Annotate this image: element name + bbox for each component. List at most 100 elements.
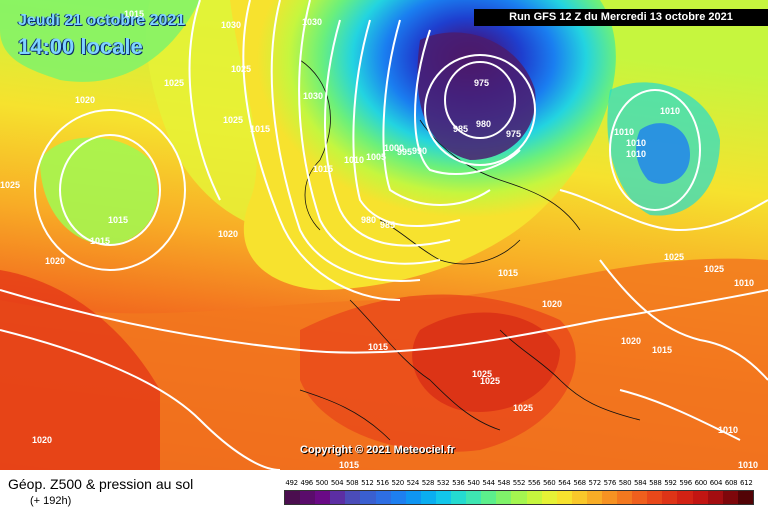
color-scale-labels: 492 496 500 504 508 512 516 520 524 528 532 536 540 5…	[284, 478, 754, 488]
scale-swatch	[617, 491, 633, 504]
isobar-label: 1010	[614, 127, 634, 137]
coastlines	[299, 59, 641, 441]
pressure-map: 1015 1030 1030 1025 1025 1020 1025 1015 …	[0, 0, 768, 470]
scale-swatch	[285, 491, 301, 504]
isobar-label: 1000	[384, 143, 404, 153]
isobar-label: 1030	[221, 20, 241, 30]
scale-label: 552	[512, 479, 526, 487]
forecast-horizon: (+ 192h)	[30, 495, 72, 507]
scale-swatch	[556, 491, 572, 504]
legend-footer: Géop. Z500 & pression au sol (+ 192h) 49…	[0, 470, 768, 512]
isobar-label: 1025	[0, 180, 20, 190]
scale-label: 504	[330, 479, 344, 487]
isobar-label: 995	[397, 147, 412, 157]
isobar-label: 1030	[302, 17, 322, 27]
scale-label: 600	[694, 479, 708, 487]
isobar-label: 1015	[108, 215, 128, 225]
scale-label: 572	[588, 479, 601, 487]
isobar-label: 1010	[626, 138, 646, 148]
isobar-label: 990	[412, 146, 427, 156]
scale-swatch	[481, 491, 497, 504]
scale-swatch	[315, 491, 331, 504]
top-left-green	[0, 0, 200, 82]
scale-label: 580	[618, 479, 632, 487]
scale-swatch	[511, 491, 527, 504]
scale-swatch	[496, 491, 512, 504]
isobar-label: 1025	[704, 264, 724, 274]
scale-label: 604	[709, 479, 723, 487]
scale-label: 596	[679, 479, 692, 487]
trough-deep-core	[417, 32, 536, 160]
scale-swatch	[722, 491, 738, 504]
isobar-label: 1030	[303, 91, 323, 101]
scale-label: 520	[391, 479, 404, 487]
scale-label: 516	[376, 479, 389, 487]
scale-swatch	[737, 491, 753, 504]
isobar-label: 1025	[223, 115, 243, 125]
copyright-text: Copyright © 2021 Meteociel.fr	[300, 444, 455, 456]
isobar-label: 1025	[472, 369, 492, 379]
scale-swatch	[662, 491, 678, 504]
scale-swatch	[345, 491, 361, 504]
scale-swatch	[300, 491, 316, 504]
isobar-label: 1005	[366, 152, 386, 162]
isobar-label: 1025	[664, 252, 684, 262]
scale-label: 592	[664, 479, 677, 487]
scale-label: 608	[724, 479, 738, 487]
isobar-label: 1010	[738, 460, 758, 470]
isobar-label: 1025	[513, 403, 533, 413]
scale-swatch	[571, 491, 587, 504]
isobar-label: 980	[476, 119, 491, 129]
isobar-label: 980	[361, 215, 376, 225]
scale-label: 612	[740, 479, 753, 487]
forecast-date: Jeudi 21 octobre 2021	[18, 12, 186, 29]
scale-swatch	[405, 491, 421, 504]
isobar-label: 1010	[626, 149, 646, 159]
isobar-label: 1020	[45, 256, 65, 266]
scale-label: 508	[345, 479, 359, 487]
forecast-time: 14:00 locale	[18, 34, 143, 59]
isobar-label: 1015	[498, 268, 518, 278]
isobar-label: 1015	[124, 9, 144, 19]
scale-swatch	[420, 491, 436, 504]
isobar-label: 1015	[652, 345, 672, 355]
isobar-label: 1015	[90, 236, 110, 246]
isobar-label: 1015	[368, 342, 388, 352]
isobar-label: 1010	[734, 278, 754, 288]
scale-swatch	[451, 491, 467, 504]
isobar-label: 1025	[164, 78, 184, 88]
isobar-label: 1010	[718, 425, 738, 435]
greenland-high	[40, 137, 158, 245]
isobar-labels: 1015 1030 1030 1025 1025 1020 1025 1015 …	[0, 9, 758, 470]
isobar-label: 1020	[75, 95, 95, 105]
isobar-label: 1015	[313, 164, 333, 174]
scale-label: 588	[649, 479, 662, 487]
isobar-label: 1025	[231, 64, 251, 74]
isobar-lines	[0, 0, 768, 470]
product-title: Géop. Z500 & pression au sol	[8, 476, 194, 492]
isobar-label: 1020	[218, 229, 238, 239]
hot-core	[412, 312, 560, 412]
isobar-label: 1010	[660, 106, 680, 116]
scale-swatch	[435, 491, 452, 504]
color-scale-bar	[284, 490, 754, 505]
scale-label: 564	[558, 479, 571, 487]
scale-label: 548	[497, 479, 511, 487]
scale-swatch	[586, 491, 602, 504]
scale-swatch	[647, 491, 663, 504]
scale-label: 560	[543, 479, 556, 487]
scale-label: 496	[300, 479, 314, 487]
isobar-label: 985	[380, 220, 395, 230]
scale-swatch	[707, 491, 723, 504]
isobar-label: 1010	[344, 155, 364, 165]
scale-label: 540	[467, 479, 480, 487]
scale-label: 568	[573, 479, 586, 487]
scale-swatch	[692, 491, 708, 504]
isobar-label: 1015	[250, 124, 270, 134]
scale-swatch	[466, 491, 482, 504]
scale-label: 532	[436, 479, 450, 487]
scale-label: 528	[421, 479, 435, 487]
scale-label: 512	[361, 479, 374, 487]
scale-swatch	[360, 491, 376, 504]
